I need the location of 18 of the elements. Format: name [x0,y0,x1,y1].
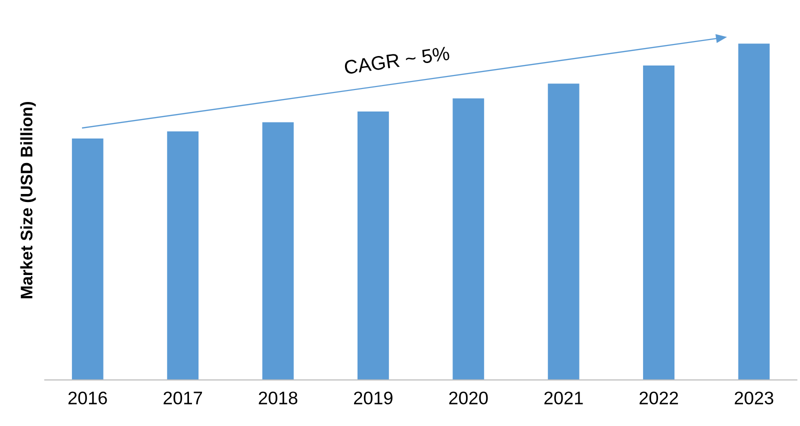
bar [548,84,580,380]
bar [643,65,674,380]
annotation: CAGR ~ 5% [344,46,450,74]
bar [262,122,294,380]
bar [452,98,484,380]
bar [72,138,104,380]
x-tick-label: 2017 [164,392,202,404]
x-tick-label: 2018 [258,392,298,404]
bar [738,44,770,380]
x-tick-label: 2022 [640,392,678,404]
x-tick-label: 2021 [544,392,583,404]
y-axis-title: Market Size (USD Billion) [20,102,36,298]
x-tick-label: 2016 [68,392,107,404]
x-tick-label: 2020 [449,392,488,404]
x-tick-label: 2023 [734,392,774,404]
bar [167,131,199,380]
bar [358,112,389,380]
x-tick-label: 2019 [354,392,392,404]
